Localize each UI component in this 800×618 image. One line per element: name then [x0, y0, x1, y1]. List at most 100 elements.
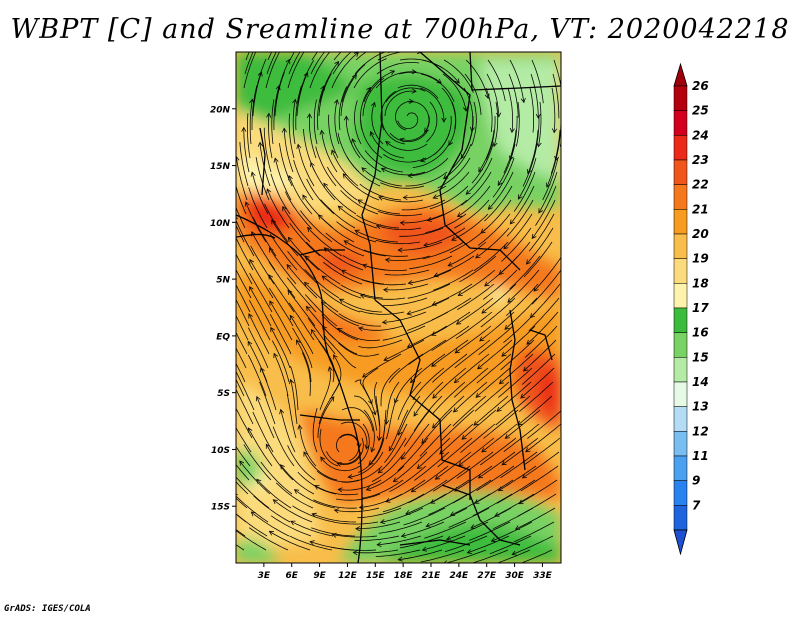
streamline	[378, 521, 423, 534]
streamline	[319, 366, 331, 411]
streamline-arrow	[275, 84, 281, 91]
streamline	[325, 232, 365, 257]
lon-tick-label: 21E	[422, 571, 442, 581]
coastline-borders	[236, 52, 561, 563]
streamline-arrow	[268, 274, 274, 280]
streamline	[519, 381, 554, 412]
colorbar-swatch	[673, 480, 688, 506]
streamline-arrow	[376, 541, 382, 547]
streamline	[266, 188, 290, 229]
lat-tick-label: 15S	[211, 503, 230, 513]
streamline	[338, 205, 378, 229]
streamline-arrow	[248, 313, 253, 319]
streamline	[484, 255, 519, 287]
streamline	[236, 529, 246, 537]
streamline	[273, 353, 289, 397]
streamline	[507, 269, 540, 303]
streamline	[405, 171, 448, 187]
colorbar-swatch	[673, 357, 688, 383]
streamline	[333, 521, 379, 525]
streamline	[443, 143, 472, 179]
streamline	[236, 284, 251, 313]
streamline	[245, 201, 267, 243]
streamline	[341, 407, 374, 432]
streamline-arrow	[452, 407, 459, 413]
streamline	[472, 493, 513, 517]
streamline	[419, 87, 445, 122]
streamline	[288, 113, 295, 159]
streamline	[290, 520, 334, 537]
streamline	[482, 269, 518, 300]
streamline	[458, 269, 496, 296]
streamline-arrow	[280, 464, 285, 470]
streamline	[523, 339, 557, 372]
lon-tick-label: 6E	[286, 571, 299, 581]
streamline	[523, 241, 553, 278]
streamline	[269, 233, 298, 271]
streamline-arrow	[535, 113, 541, 119]
streamline	[432, 353, 468, 383]
streamline	[316, 470, 360, 483]
streamline	[304, 269, 340, 299]
streamline-arrow	[451, 236, 457, 241]
streamline-arrow	[289, 378, 294, 385]
streamline-arrow	[496, 406, 502, 412]
streamline	[357, 423, 370, 465]
streamline-arrow	[473, 420, 479, 426]
streamline	[478, 325, 514, 356]
streamline	[384, 90, 417, 117]
streamline	[522, 143, 538, 187]
streamline	[413, 395, 443, 432]
streamline	[459, 255, 497, 283]
streamline	[324, 335, 357, 369]
streamline	[407, 283, 451, 299]
streamline	[286, 277, 317, 313]
streamline-arrow	[406, 310, 412, 316]
streamline	[408, 269, 452, 284]
colorbar-label: 12	[692, 424, 709, 438]
streamline	[371, 102, 384, 145]
streamline	[431, 339, 469, 367]
streamline	[358, 325, 404, 331]
streamline-arrow	[323, 182, 329, 188]
streamline-arrow	[377, 468, 383, 474]
streamline-arrow	[423, 242, 429, 248]
streamline	[311, 527, 356, 537]
streamline	[323, 183, 357, 215]
streamline	[236, 314, 249, 341]
streamline	[270, 515, 312, 537]
streamline	[269, 300, 293, 341]
streamline-arrow	[376, 436, 383, 442]
streamline	[326, 451, 362, 465]
streamline	[296, 72, 308, 117]
streamline	[382, 325, 426, 341]
streamline	[331, 150, 359, 187]
streamline	[248, 313, 270, 355]
streamline	[401, 521, 445, 537]
streamline-arrow	[526, 168, 532, 175]
streamline-arrow	[384, 257, 391, 263]
streamline-arrow	[497, 180, 503, 187]
streamline	[293, 159, 314, 201]
streamline	[236, 446, 251, 467]
streamline	[441, 409, 475, 441]
streamline	[259, 381, 276, 425]
streamline	[289, 535, 333, 551]
streamline	[499, 353, 534, 385]
streamline-arrow	[343, 115, 349, 121]
streamline	[337, 437, 364, 466]
streamline	[304, 282, 339, 313]
streamline	[236, 236, 254, 271]
streamline	[236, 427, 252, 453]
streamline	[300, 210, 333, 243]
streamline-arrow	[331, 532, 337, 538]
lon-tick-label: 15E	[366, 571, 386, 581]
streamline-arrow	[490, 537, 497, 543]
streamline-arrow	[538, 208, 544, 214]
streamline-arrow	[304, 281, 310, 287]
colorbar-swatch	[673, 307, 688, 333]
streamline-arrow	[454, 348, 460, 354]
streamline	[264, 203, 289, 243]
colorbar-label: 23	[692, 153, 709, 167]
streamline	[504, 297, 538, 330]
